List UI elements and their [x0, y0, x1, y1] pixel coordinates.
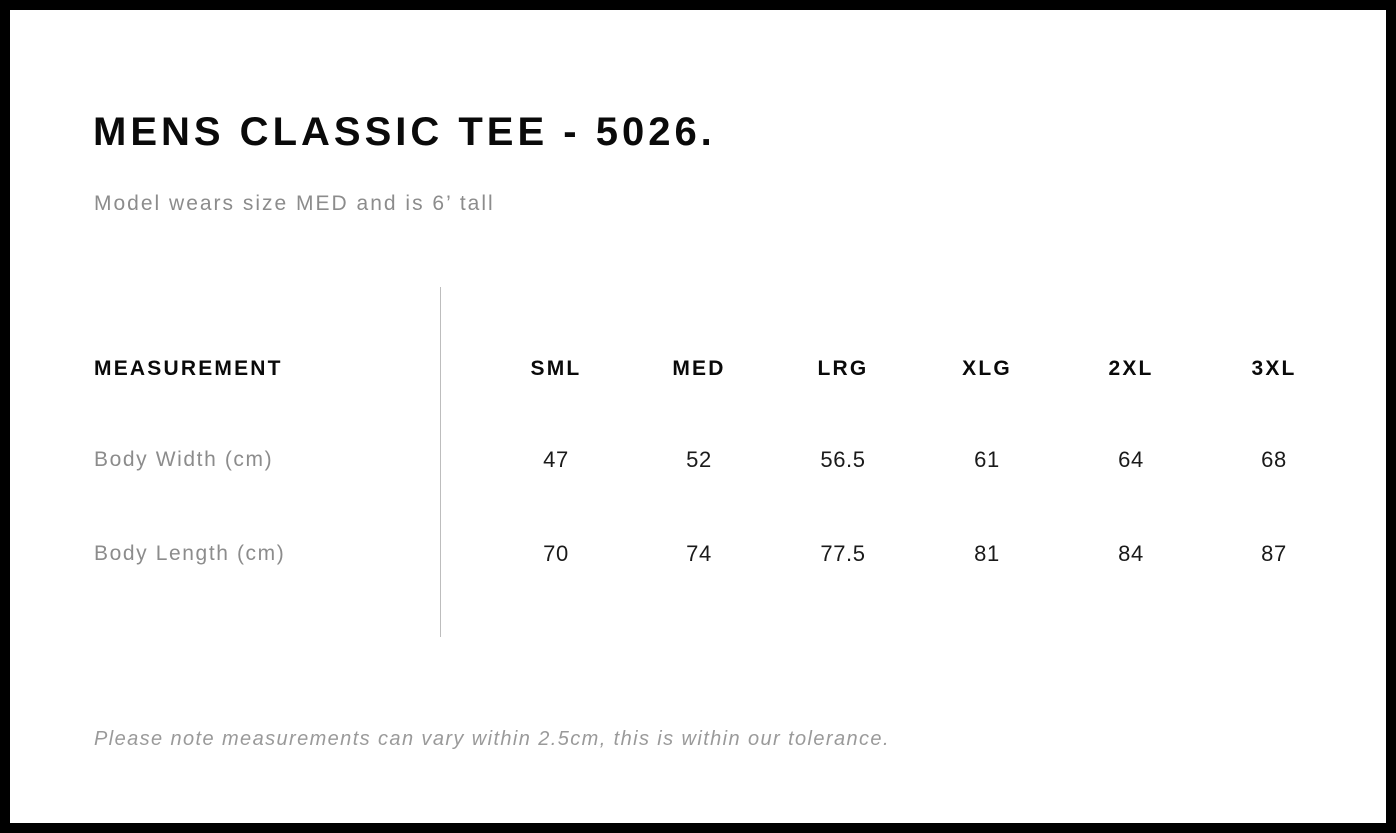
cell-body-width-med: 52 [686, 447, 712, 472]
tolerance-note: Please note measurements can vary within… [94, 728, 890, 750]
column-header-xlg: XLG [962, 357, 1012, 380]
cell-body-width-xlg: 61 [974, 447, 1000, 472]
size-chart-content: MENS CLASSIC TEE - 5026. Model wears siz… [10, 10, 1386, 823]
column-header-sml: SML [530, 357, 582, 380]
cell-body-width-3xl: 68 [1261, 447, 1287, 472]
page-title: MENS CLASSIC TEE - 5026. [93, 110, 716, 154]
column-header-lrg: LRG [817, 357, 869, 380]
model-fit-note: Model wears size MED and is 6’ tall [94, 192, 495, 215]
column-header-measurement: MEASUREMENT [94, 357, 283, 380]
cell-body-length-xlg: 81 [974, 541, 1000, 566]
column-header-med: MED [672, 357, 726, 380]
column-header-2xl: 2XL [1108, 357, 1154, 380]
table-row: Body Length (cm) 70 74 77.5 81 84 87 [10, 539, 1386, 569]
row-label-body-width: Body Width (cm) [94, 448, 274, 471]
cell-body-length-lrg: 77.5 [820, 541, 866, 566]
row-label-body-length: Body Length (cm) [94, 542, 286, 565]
column-header-3xl: 3XL [1251, 357, 1297, 380]
cell-body-length-3xl: 87 [1261, 541, 1287, 566]
table-row: Body Width (cm) 47 52 56.5 61 64 68 [10, 445, 1386, 475]
cell-body-length-med: 74 [686, 541, 712, 566]
table-vertical-divider [440, 287, 441, 637]
cell-body-width-sml: 47 [543, 447, 569, 472]
size-chart-table: MEASUREMENT SML MED LRG XLG 2XL 3XL Body… [10, 10, 1386, 823]
cell-body-width-lrg: 56.5 [820, 447, 866, 472]
cell-body-width-2xl: 64 [1118, 447, 1144, 472]
cell-body-length-2xl: 84 [1118, 541, 1144, 566]
table-header-row: MEASUREMENT SML MED LRG XLG 2XL 3XL [10, 354, 1386, 384]
cell-body-length-sml: 70 [543, 541, 569, 566]
